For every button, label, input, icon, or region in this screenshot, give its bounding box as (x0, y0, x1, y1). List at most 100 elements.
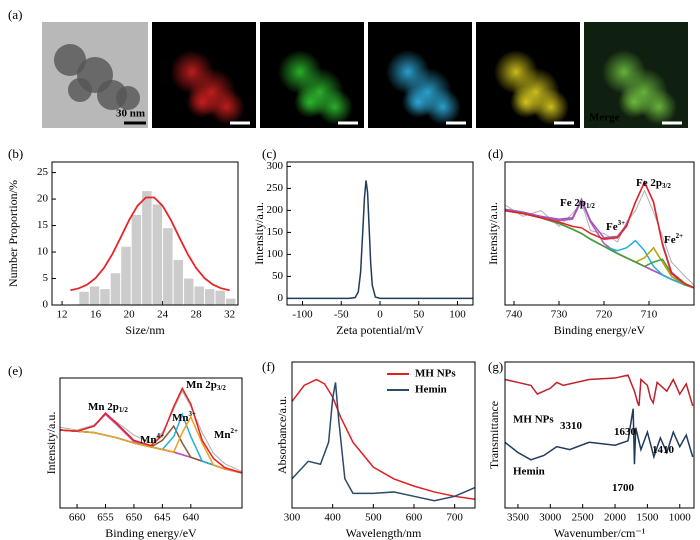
map-label: Mn (265, 112, 282, 124)
map-blob (641, 89, 677, 125)
x-tick-label: 32 (224, 309, 235, 321)
series-label: Hemin (513, 466, 545, 478)
y-tick-label: 250 (267, 182, 284, 194)
x-tick-label: 16 (90, 309, 102, 321)
annotation-text: 1700 (612, 482, 635, 494)
bar (121, 246, 131, 305)
y-tick-label: 0 (43, 299, 49, 311)
x-axis-label: Wavelength/nm (346, 526, 422, 540)
bar (79, 291, 89, 305)
panel-label: (b) (8, 146, 23, 161)
y-tick-label: 300 (267, 160, 284, 172)
x-tick-label: 600 (406, 512, 423, 524)
particle (54, 44, 86, 76)
annotation-sup: 2+ (676, 232, 684, 240)
map-blob (618, 86, 650, 118)
y-tick-label: 25 (37, 166, 49, 178)
panel-label: (f) (262, 359, 275, 374)
annotation: 1630 (614, 426, 637, 438)
map-blob (186, 86, 218, 118)
bar (152, 204, 163, 305)
x-tick-label: 12 (57, 309, 68, 321)
scale-label: 30 nm (116, 108, 145, 120)
y-tick-label: 200 (267, 204, 284, 216)
x-tick-label: 710 (641, 309, 658, 321)
plot-frame (504, 361, 695, 509)
x-tick-label: 660 (69, 512, 86, 524)
line (504, 408, 694, 465)
x-tick-label: 24 (157, 309, 169, 321)
annotation-sup: 3+ (189, 410, 197, 418)
annotation: Mn4+ (140, 432, 164, 446)
x-tick-label: 100 (449, 309, 466, 321)
annotation-text: Fe (664, 234, 676, 246)
line (291, 378, 476, 500)
annotation: Fe2+ (664, 232, 683, 246)
bar (100, 289, 110, 305)
panel-label: (c) (262, 146, 276, 161)
bar (131, 214, 142, 305)
y-tick-label: 50 (272, 270, 284, 282)
plot-frame (504, 161, 695, 306)
x-tick-label: 28 (191, 309, 203, 321)
bar (194, 286, 204, 305)
panel-label: (g) (488, 359, 503, 374)
x-tick-label: 2000 (604, 512, 627, 524)
x-tick-label: 1500 (636, 512, 659, 524)
x-tick-label: 720 (596, 309, 613, 321)
annotation-sup: 2+ (231, 427, 239, 435)
x-tick-label: 740 (506, 309, 523, 321)
x-tick-label: 50 (413, 309, 425, 321)
annotation-sub: 3/2 (217, 384, 226, 392)
x-tick-label: -100 (292, 309, 313, 321)
x-tick-label: 730 (551, 309, 568, 321)
x-tick-label: 0 (377, 309, 383, 321)
y-axis-label: Intensity/a.u. (44, 412, 58, 475)
annotation: 3310 (560, 420, 583, 432)
y-axis-label: Transmittance (487, 401, 501, 469)
y-tick-label: 150 (267, 226, 284, 238)
map-label: N (373, 112, 381, 124)
map-blob (533, 89, 569, 125)
line (59, 386, 243, 474)
x-axis-label: Size/nm (125, 323, 165, 337)
annotation-text: Mn (140, 434, 157, 446)
y-tick-label: 100 (267, 248, 284, 260)
panel-label: (d) (488, 146, 503, 161)
x-tick-label: 1000 (669, 512, 692, 524)
annotation-text: 1630 (614, 426, 637, 438)
x-axis-label: Zeta potential/mV (336, 323, 424, 337)
y-axis-label: Intensity/a.u. (486, 202, 500, 265)
x-tick-label: 400 (324, 512, 341, 524)
x-tick-label: 2500 (572, 512, 595, 524)
line (504, 180, 695, 289)
series-label: MH NPs (513, 414, 554, 426)
annotation-text: Fe 2p (560, 197, 586, 209)
particle (68, 78, 92, 102)
x-tick-label: 500 (365, 512, 382, 524)
y-axis-label: Absorbance/a.u. (275, 396, 289, 474)
bar (184, 278, 194, 305)
annotation: Fe 2p3/2 (636, 177, 671, 190)
map-blob (294, 86, 326, 118)
x-tick-label: 650 (126, 512, 143, 524)
line (504, 209, 695, 289)
x-tick-label: 655 (97, 512, 114, 524)
map-blob (209, 89, 245, 125)
annotation-text: Mn 2p (186, 379, 217, 391)
annotation: Mn 2p3/2 (186, 379, 226, 392)
line (59, 415, 243, 474)
y-tick-label: 20 (37, 193, 49, 205)
bar (142, 191, 152, 305)
annotation: Fe3+ (606, 219, 625, 233)
x-tick-label: 3000 (539, 512, 562, 524)
x-axis-label: Binding energy/eV (554, 323, 646, 337)
map-label: O (481, 112, 490, 124)
panel-label: (a) (8, 7, 22, 22)
annotation-sub: 1/2 (119, 406, 128, 414)
bar (204, 289, 215, 305)
particle (116, 86, 140, 110)
bar (225, 298, 236, 305)
bar (215, 290, 225, 305)
